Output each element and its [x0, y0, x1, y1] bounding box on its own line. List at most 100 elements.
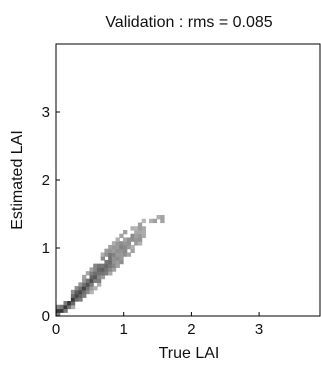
density-cell: [59, 304, 65, 310]
density-cell: [85, 286, 91, 291]
density-cell: [100, 267, 105, 272]
density-cell: [85, 282, 91, 287]
density-cell: [130, 233, 135, 239]
density-cell: [108, 259, 113, 265]
density-cell: [89, 286, 94, 291]
density-cell: [89, 274, 94, 280]
density-cell: [123, 229, 128, 235]
density-cell: [70, 297, 76, 302]
density-cell: [93, 263, 98, 268]
density-cell: [141, 226, 146, 231]
x-axis-ticks: 0 1 2 3: [52, 312, 263, 338]
density-cell: [74, 286, 79, 291]
density-cell: [134, 233, 139, 239]
x-tick-label: 3: [255, 321, 263, 338]
density-cell: [115, 256, 120, 261]
density-cell: [134, 241, 139, 246]
density-cell: [82, 286, 87, 291]
density-cell: [82, 274, 87, 280]
density-cell: [160, 215, 165, 220]
density-cell: [123, 252, 128, 257]
density-cell: [96, 271, 102, 276]
density-cell: [63, 304, 68, 310]
chart-title: Validation : rms = 0.085: [105, 14, 272, 31]
density-cell: [78, 293, 83, 298]
density-cell: [130, 248, 135, 254]
density-cell: [89, 271, 94, 276]
density-cell: [137, 241, 143, 246]
density-cell: [137, 233, 143, 239]
density-cell: [115, 263, 120, 268]
density-cell: [134, 229, 139, 235]
density-cell: [126, 244, 132, 250]
density-cell: [108, 267, 113, 272]
density-cell: [104, 248, 109, 254]
y-axis-ticks: 0 1 2 3: [42, 104, 60, 325]
density-cell: [108, 271, 113, 276]
density-cell: [137, 222, 143, 227]
density-cell: [130, 244, 135, 250]
density-cell: [74, 289, 79, 295]
density-cell: [63, 301, 68, 306]
density-cell: [96, 278, 102, 283]
density-cell: [104, 259, 109, 265]
density-cell: [115, 252, 120, 257]
density-cell: [130, 226, 135, 231]
density-cell: [126, 237, 132, 242]
density-cell: [123, 237, 128, 242]
density-cell: [70, 293, 76, 298]
x-axis-label: True LAI: [159, 345, 220, 362]
density-cell: [123, 241, 128, 246]
density-cell: [156, 215, 161, 220]
density-cell: [119, 244, 124, 250]
density-cell: [96, 274, 102, 280]
density-cell: [108, 248, 113, 254]
density-cell: [89, 282, 94, 287]
density-cell: [78, 282, 83, 287]
density-cell: [115, 244, 120, 250]
density-cell: [123, 244, 128, 250]
density-cell: [137, 229, 143, 235]
density-cell: [111, 256, 117, 261]
x-tick-label: 1: [120, 321, 128, 338]
density-cell: [78, 289, 83, 295]
density-cell: [134, 226, 139, 231]
y-tick-label: 1: [42, 240, 50, 257]
density-cell: [96, 267, 102, 272]
density-cell: [115, 259, 120, 265]
density-cell: [111, 252, 117, 257]
density-cell: [141, 229, 146, 235]
density-cell: [111, 248, 117, 254]
density-cell: [85, 289, 91, 295]
density-cell: [56, 308, 61, 313]
density-cell: [56, 304, 61, 310]
y-axis-label: Estimated LAI: [9, 130, 26, 230]
density-cell: [56, 312, 61, 317]
density-cell: [82, 293, 87, 298]
density-cell: [111, 267, 117, 272]
density-cell: [85, 271, 91, 276]
x-tick-label: 0: [52, 321, 60, 338]
density-cell: [59, 308, 65, 313]
density-cell: [93, 271, 98, 276]
density-cell: [67, 301, 72, 306]
density-cell: [74, 293, 79, 298]
density-cell: [104, 271, 109, 276]
density-cell: [119, 259, 124, 265]
density-cell: [96, 263, 102, 268]
density-cells: [56, 215, 165, 317]
density-cell: [108, 244, 113, 250]
density-cell: [82, 282, 87, 287]
density-cell: [111, 241, 117, 246]
density-cell: [134, 237, 139, 242]
density-cell: [152, 218, 158, 224]
density-cell: [104, 263, 109, 268]
density-cell: [108, 252, 113, 257]
density-cell: [111, 259, 117, 265]
density-cell: [123, 248, 128, 254]
density-cell: [160, 218, 165, 224]
density-cell: [82, 278, 87, 283]
density-cell: [67, 304, 72, 310]
density-cell: [78, 286, 83, 291]
